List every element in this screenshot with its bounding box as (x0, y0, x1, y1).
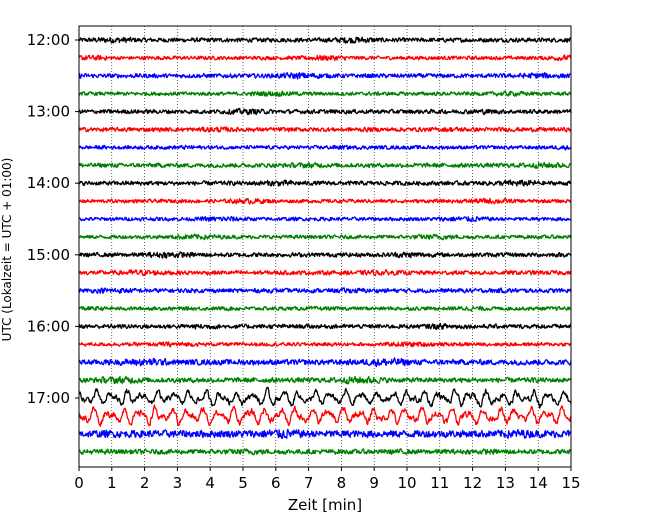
y-tick-label: 17:00 (27, 389, 70, 407)
y-axis-ticks: 12:00 13:00 14:00 15:00 16:00 17:00 (27, 31, 79, 407)
trace-row-1630 (78, 357, 572, 368)
x-tick-label: 0 (74, 474, 84, 492)
plot-frame (78, 25, 572, 468)
trace-row-1530 (78, 287, 572, 295)
trace-row-1200 (78, 36, 572, 44)
trace-row-1745 (78, 448, 572, 456)
x-tick-label: 14 (529, 474, 548, 492)
trace-row-1700 (78, 386, 572, 409)
y-tick-label: 14:00 (27, 174, 70, 192)
trace-row-1330 (78, 144, 572, 151)
x-axis-ticks: 0 1 2 3 4 5 6 7 8 9 10 11 12 13 14 15 (74, 467, 581, 492)
x-tick-label: 5 (238, 474, 248, 492)
trace-row-1500 (78, 251, 572, 259)
trace-row-1315 (78, 126, 572, 133)
trace-row-1545 (78, 305, 572, 312)
x-tick-label: 12 (463, 474, 482, 492)
trace-row-1645 (78, 375, 572, 385)
x-tick-label: 6 (271, 474, 281, 492)
y-tick-label: 16:00 (27, 317, 70, 335)
x-tick-label: 15 (561, 474, 580, 492)
x-tick-label: 7 (304, 474, 314, 492)
x-tick-label: 13 (496, 474, 515, 492)
trace-row-1615 (78, 341, 572, 348)
trace-row-1730 (78, 428, 572, 440)
x-tick-label: 8 (337, 474, 347, 492)
trace-layer (78, 36, 572, 456)
y-axis-label: UTC (Lokalzeit = UTC + 01:00) (0, 158, 14, 342)
x-tick-label: 4 (205, 474, 215, 492)
x-tick-label: 1 (107, 474, 117, 492)
trace-row-1445 (78, 233, 572, 241)
trace-row-1430 (78, 215, 572, 223)
trace-row-1415 (78, 197, 572, 205)
trace-row-1600 (78, 322, 572, 331)
trace-row-1715 (78, 404, 572, 427)
trace-row-1215 (78, 54, 572, 62)
x-axis-label: Zeit [min] (288, 496, 362, 514)
x-tick-label: 2 (140, 474, 150, 492)
y-tick-label: 15:00 (27, 246, 70, 264)
y-tick-label: 12:00 (27, 31, 70, 49)
trace-row-1400 (78, 179, 572, 187)
x-tick-label: 11 (430, 474, 449, 492)
x-tick-label: 3 (173, 474, 183, 492)
trace-row-1345 (78, 161, 572, 170)
trace-row-1515 (78, 269, 572, 277)
trace-row-1245 (78, 90, 572, 98)
y-tick-label: 13:00 (27, 103, 70, 121)
trace-row-1230 (78, 71, 572, 80)
x-tick-label: 9 (369, 474, 379, 492)
x-tick-label: 10 (397, 474, 416, 492)
trace-row-1300 (78, 107, 572, 116)
